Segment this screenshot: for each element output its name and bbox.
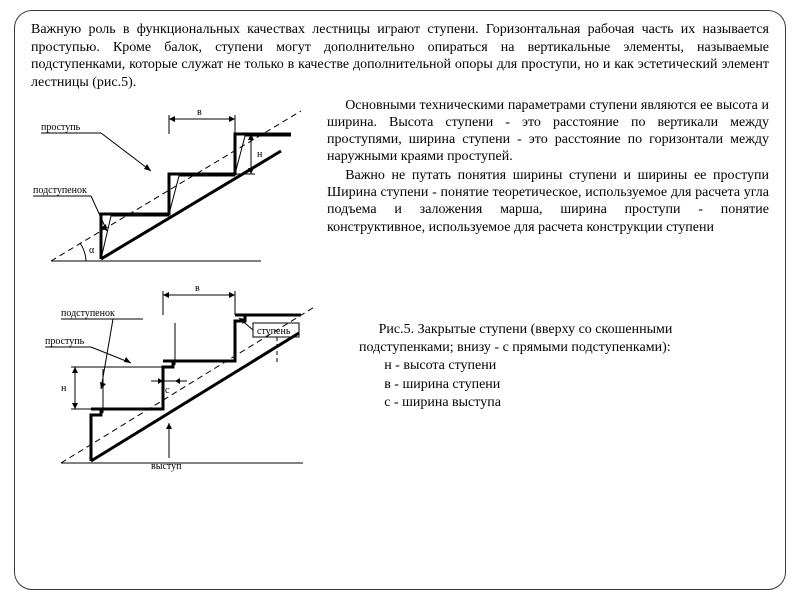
content-frame: Важную роль в функциональных качествах л… (14, 10, 786, 590)
caption-lead: Рис.5. Закрытые ступени (вверху со скоше… (359, 321, 769, 357)
figure-bottom: в с н (31, 273, 331, 473)
figure-top: α в (31, 101, 311, 271)
label-top-v: в (197, 107, 202, 118)
label-bot-stupen: ступень (257, 326, 291, 337)
label-bot-c: с (165, 385, 170, 396)
label-bot-podstup: подступенок (61, 308, 115, 319)
label-top-podstup: подступенок (33, 185, 87, 196)
label-bot-v: в (195, 283, 200, 294)
label-bot-h: н (61, 383, 67, 394)
label-alpha: α (89, 245, 95, 256)
label-bot-prostup: проступь (45, 336, 85, 347)
key-c: с - ширина выступа (359, 394, 769, 412)
caption-block: Рис.5. Закрытые ступени (вверху со скоше… (359, 321, 769, 412)
label-top-h: н (257, 149, 263, 160)
key-h: н - высота ступени (359, 357, 769, 375)
key-b: в - ширина ступени (359, 376, 769, 394)
label-bot-vystup: выступ (151, 461, 182, 472)
paragraph-2: Важно не путать понятия ширины ступени и… (327, 167, 769, 235)
right-text-block: Основными техническими параметрами ступе… (327, 97, 769, 238)
row-upper: α в (31, 97, 769, 271)
intro-paragraph: Важную роль в функциональных качествах л… (31, 21, 769, 91)
row-lower: в с н (31, 273, 769, 473)
label-top-prostup: проступь (41, 122, 81, 133)
paragraph-1: Основными техническими параметрами ступе… (327, 97, 769, 165)
